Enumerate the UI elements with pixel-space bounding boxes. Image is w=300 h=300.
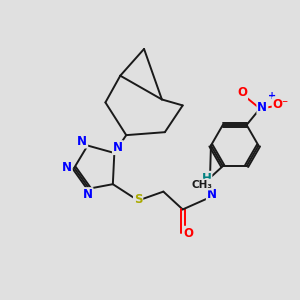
- Text: O: O: [237, 86, 247, 99]
- Text: O: O: [184, 227, 194, 240]
- Text: H: H: [202, 172, 212, 185]
- Text: N: N: [207, 188, 217, 201]
- Text: +: +: [268, 91, 277, 101]
- Text: N: N: [257, 100, 267, 114]
- Text: N: N: [62, 161, 72, 174]
- Text: N: N: [77, 135, 87, 148]
- Text: CH₃: CH₃: [191, 180, 212, 190]
- Text: O⁻: O⁻: [273, 98, 289, 111]
- Text: S: S: [134, 194, 142, 206]
- Text: N: N: [113, 141, 123, 154]
- Text: N: N: [82, 188, 93, 201]
